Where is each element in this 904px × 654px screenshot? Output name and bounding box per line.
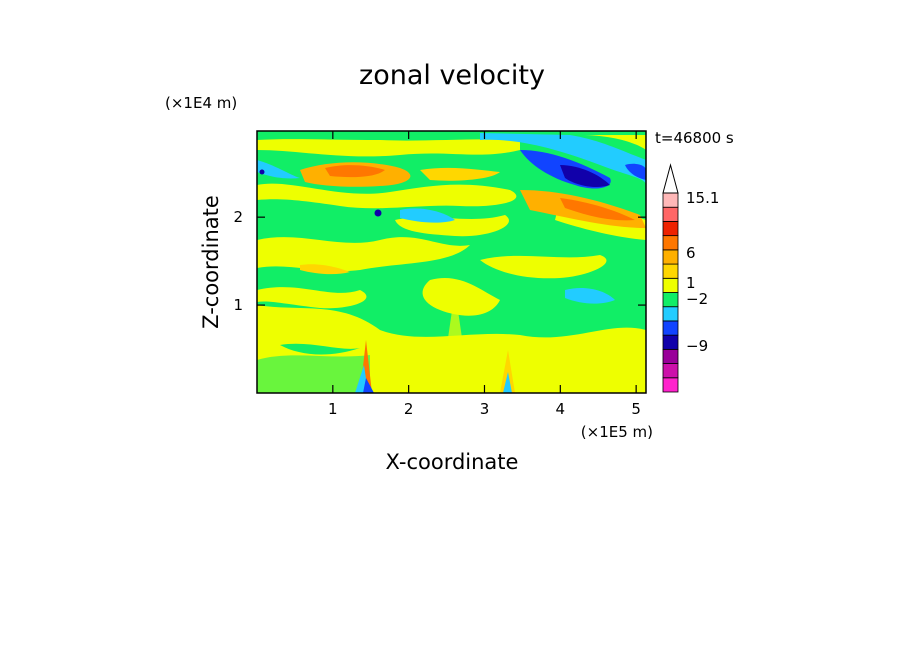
field-orange-patch xyxy=(420,167,500,181)
y-tick-label: 1 xyxy=(233,296,243,314)
colorbar-band xyxy=(662,263,679,279)
field-darkblue-spot xyxy=(374,209,382,217)
colorbar-band xyxy=(662,377,679,393)
field-mountain-plume xyxy=(440,290,470,393)
colorbar-band xyxy=(662,206,679,222)
x-axis: 1 2 3 4 5 xyxy=(328,131,641,418)
colorbar-labels: 15.1 6 1 −2 −9 xyxy=(686,189,719,355)
field-green-patch xyxy=(280,343,360,355)
colorbar-label: 6 xyxy=(686,244,696,262)
colorbar-band xyxy=(662,277,679,293)
colorbar-extend-arrow xyxy=(662,163,679,194)
field-darkblue-spot xyxy=(259,169,265,175)
field-yellow-band xyxy=(480,255,607,279)
colorbar-band xyxy=(662,292,679,308)
field-orange-patch xyxy=(300,264,350,275)
colorbar-label: 15.1 xyxy=(686,189,719,207)
colorbar-label: −9 xyxy=(686,337,708,355)
field-cyan-region xyxy=(480,133,646,185)
field-green-patch xyxy=(257,355,370,393)
colorbar xyxy=(662,163,679,393)
colorbar-band xyxy=(662,348,679,364)
field-orange-jet-core xyxy=(325,165,385,178)
field-darkblue-core xyxy=(560,165,610,188)
x-tick-label: 1 xyxy=(328,400,338,418)
x-tick-label: 5 xyxy=(631,400,641,418)
x-tick-label: 3 xyxy=(480,400,490,418)
field-cyan-region xyxy=(257,160,300,179)
colorbar-label: 1 xyxy=(686,274,696,292)
y-tick-label: 2 xyxy=(233,208,243,226)
field-yellow-band xyxy=(422,278,500,316)
field-cyan-region xyxy=(565,288,615,304)
contour-field xyxy=(257,131,646,393)
colorbar-band xyxy=(662,192,679,208)
y-axis: 12 xyxy=(233,208,646,314)
field-yellow-band xyxy=(257,183,517,209)
x-tick-label: 4 xyxy=(556,400,566,418)
field-mountain-plume xyxy=(363,378,374,393)
colorbar-band xyxy=(662,306,679,322)
colorbar-label: −2 xyxy=(686,290,708,308)
field-yellow-band xyxy=(257,287,367,309)
colorbar-band xyxy=(662,249,679,265)
x-unit-label: (×1E5 m) xyxy=(581,423,653,441)
colorbar-band xyxy=(662,320,679,336)
y-unit-label: (×1E4 m) xyxy=(165,94,237,112)
colorbar-band xyxy=(662,221,679,237)
plot-frame xyxy=(256,130,647,394)
field-mountain-plume xyxy=(500,350,515,393)
colorbar-band xyxy=(662,363,679,379)
field-mountain-plume xyxy=(503,372,512,393)
colorbar-band xyxy=(662,235,679,251)
field-yellow-band xyxy=(257,139,520,157)
field-yellow-band xyxy=(257,237,470,272)
colorbar-band xyxy=(662,334,679,350)
field-yellow-band xyxy=(580,135,646,150)
time-label: t=46800 s xyxy=(655,129,734,147)
field-blue-region xyxy=(625,163,646,180)
y-axis-label: Z-coordinate xyxy=(199,195,223,329)
field-orange-jet-core xyxy=(560,198,635,221)
chart-title: zonal velocity xyxy=(359,60,545,91)
x-axis-label: X-coordinate xyxy=(386,450,519,474)
x-tick-label: 2 xyxy=(404,400,414,418)
field-cyan-region xyxy=(400,208,455,223)
